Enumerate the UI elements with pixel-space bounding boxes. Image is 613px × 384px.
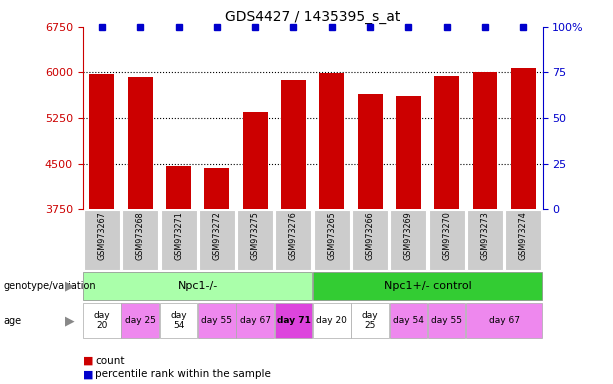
- Text: GSM973275: GSM973275: [251, 211, 260, 260]
- Bar: [428, 210, 465, 270]
- Bar: [352, 210, 388, 270]
- Bar: [390, 210, 427, 270]
- Text: day 71: day 71: [276, 316, 310, 325]
- Bar: [467, 210, 503, 270]
- Bar: [434, 76, 459, 209]
- Bar: [351, 303, 389, 338]
- Text: count: count: [95, 356, 124, 366]
- Text: day 54: day 54: [393, 316, 424, 325]
- Bar: [160, 303, 197, 338]
- Text: genotype/variation: genotype/variation: [3, 281, 96, 291]
- Bar: [166, 166, 191, 209]
- Bar: [511, 68, 536, 209]
- Text: day
54: day 54: [170, 311, 187, 330]
- Title: GDS4427 / 1435395_s_at: GDS4427 / 1435395_s_at: [225, 10, 400, 25]
- Text: GSM973270: GSM973270: [442, 211, 451, 260]
- Bar: [161, 210, 197, 270]
- Text: day 67: day 67: [489, 316, 520, 325]
- Bar: [313, 272, 542, 300]
- Text: GSM973268: GSM973268: [135, 211, 145, 260]
- Bar: [237, 303, 274, 338]
- Text: day 55: day 55: [431, 316, 462, 325]
- Bar: [357, 94, 383, 209]
- Bar: [428, 303, 465, 338]
- Text: GSM973276: GSM973276: [289, 211, 298, 260]
- Text: GSM973274: GSM973274: [519, 211, 528, 260]
- Bar: [275, 303, 312, 338]
- Bar: [83, 272, 312, 300]
- Text: ▶: ▶: [65, 280, 75, 293]
- Bar: [275, 210, 311, 270]
- Bar: [319, 73, 345, 209]
- Text: Npc1+/- control: Npc1+/- control: [384, 281, 471, 291]
- Text: percentile rank within the sample: percentile rank within the sample: [95, 369, 271, 379]
- Text: age: age: [3, 316, 21, 326]
- Text: day
25: day 25: [362, 311, 378, 330]
- Text: ■: ■: [83, 369, 93, 379]
- Bar: [128, 77, 153, 209]
- Text: ■: ■: [83, 356, 93, 366]
- Text: GSM973269: GSM973269: [404, 211, 413, 260]
- Text: day 25: day 25: [125, 316, 156, 325]
- Text: GSM973267: GSM973267: [97, 211, 107, 260]
- Bar: [121, 303, 159, 338]
- Bar: [466, 303, 542, 338]
- Text: Npc1-/-: Npc1-/-: [178, 281, 218, 291]
- Text: day 55: day 55: [201, 316, 232, 325]
- Bar: [473, 73, 498, 209]
- Text: GSM973266: GSM973266: [365, 211, 375, 260]
- Bar: [396, 96, 421, 209]
- Bar: [390, 303, 427, 338]
- Bar: [313, 303, 351, 338]
- Bar: [198, 303, 235, 338]
- Bar: [237, 210, 273, 270]
- Bar: [199, 210, 235, 270]
- Text: ▶: ▶: [65, 314, 75, 327]
- Bar: [281, 80, 306, 209]
- Text: GSM973265: GSM973265: [327, 211, 337, 260]
- Bar: [243, 112, 268, 209]
- Bar: [89, 74, 115, 209]
- Bar: [122, 210, 158, 270]
- Text: GSM973273: GSM973273: [481, 211, 490, 260]
- Bar: [314, 210, 350, 270]
- Bar: [204, 168, 229, 209]
- Text: day 67: day 67: [240, 316, 271, 325]
- Text: day 20: day 20: [316, 316, 347, 325]
- Bar: [83, 303, 121, 338]
- Bar: [505, 210, 541, 270]
- Text: GSM973272: GSM973272: [212, 211, 221, 260]
- Text: day
20: day 20: [94, 311, 110, 330]
- Text: GSM973271: GSM973271: [174, 211, 183, 260]
- Bar: [84, 210, 120, 270]
